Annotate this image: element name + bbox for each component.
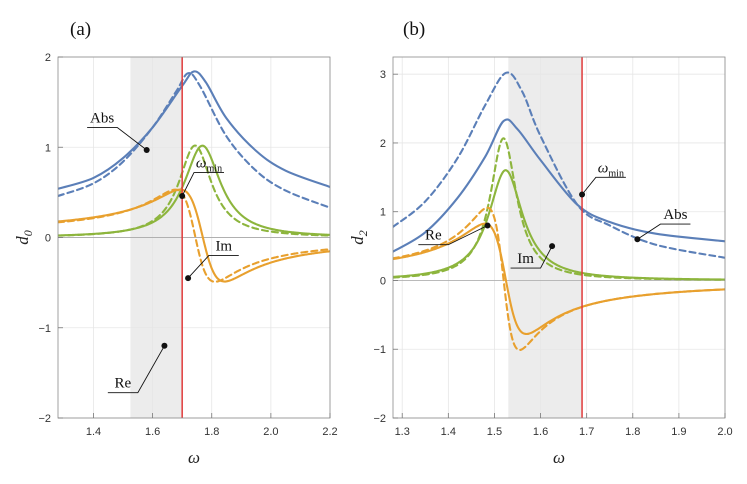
annotation-re: Re xyxy=(418,222,491,246)
series-im-dashed xyxy=(58,144,330,237)
y-tick-label: 0 xyxy=(380,275,386,287)
annotation-abs: Abs xyxy=(87,110,150,153)
panel-b: 1.3 1.4 1.5 1.6 1.7 1.8 1.9 2.0 −2 −1 0 1 2 3 ω d2 (b) ωm… xyxy=(348,19,733,467)
y-tick-label: 1 xyxy=(380,207,386,219)
leader-line xyxy=(637,223,691,240)
panel-label: (b) xyxy=(403,19,425,40)
x-axis-label: ω xyxy=(553,448,565,467)
annotation-im: Im xyxy=(510,243,556,269)
panel-label: (a) xyxy=(70,19,91,40)
annotation-abs: Abs xyxy=(634,207,691,243)
leader-line xyxy=(87,126,147,151)
y-axis-label: d0 xyxy=(13,230,35,245)
leader-line xyxy=(418,225,488,246)
x-tick-label: 2.0 xyxy=(717,426,732,438)
x-tick-label: 1.3 xyxy=(395,426,410,438)
annotation-label: Im xyxy=(215,239,232,255)
x-tick-label: 1.9 xyxy=(671,426,686,438)
annotation-re: Re xyxy=(107,342,168,394)
x-tick-label: 1.4 xyxy=(441,426,456,438)
leader-line xyxy=(107,345,165,394)
annotation-label: ωmin xyxy=(598,160,624,179)
y-tick-label: 2 xyxy=(380,138,386,150)
annotation-label: Abs xyxy=(90,110,114,126)
x-tick-label: 1.7 xyxy=(579,426,594,438)
annotation-label: Re xyxy=(425,228,442,244)
x-tick-label: 1.8 xyxy=(204,426,219,438)
series-im-dashed xyxy=(393,137,725,281)
x-tick-label: 2.0 xyxy=(263,426,278,438)
x-tick-label: 1.5 xyxy=(487,426,502,438)
y-tick-label: −2 xyxy=(373,413,386,425)
series-abs-dashed xyxy=(58,72,330,209)
plot-frame xyxy=(392,56,726,419)
annotation-dot xyxy=(484,222,491,229)
y-tick-label: 0 xyxy=(45,233,51,245)
series-re-dashed xyxy=(58,188,330,283)
y-tick-label: −1 xyxy=(38,323,51,335)
annotation-label: Abs xyxy=(663,207,687,223)
x-tick-label: 1.8 xyxy=(625,426,640,438)
annotation-dot xyxy=(634,236,641,243)
series-abs-solid xyxy=(393,118,725,253)
y-tick-label: 1 xyxy=(45,142,51,154)
annotation-im: Im xyxy=(185,239,239,282)
y-tick-label: 2 xyxy=(45,52,51,64)
annotation-dot xyxy=(549,243,556,250)
y-axis-label: d2 xyxy=(348,230,370,245)
leader-line xyxy=(187,255,239,279)
annotation-dot xyxy=(161,342,168,349)
annotation-dot xyxy=(143,146,150,153)
x-tick-label: 1.4 xyxy=(86,426,101,438)
leader-line xyxy=(581,176,626,195)
x-tick-label: 1.6 xyxy=(145,426,160,438)
series-abs-dashed xyxy=(393,71,725,259)
annotation-omega-min: ωmin xyxy=(579,160,626,198)
panel-a: 1.4 1.6 1.8 2.0 2.2 −2 −1 0 1 2 ω d0 (a) Abs ωmin Im Re xyxy=(13,19,338,467)
x-axis-label: ω xyxy=(188,448,200,467)
leader-line xyxy=(181,172,224,197)
y-tick-label: −2 xyxy=(38,413,51,425)
y-tick-label: 3 xyxy=(380,69,386,81)
x-tick-label: 1.6 xyxy=(533,426,548,438)
annotation-dot xyxy=(179,192,186,199)
annotation-label: ωmin xyxy=(196,156,222,175)
annotation-label: Im xyxy=(517,251,534,267)
series-abs-solid xyxy=(58,70,330,190)
annotation-dot xyxy=(185,275,192,282)
shaded-region xyxy=(508,57,583,418)
annotation-label: Re xyxy=(114,376,131,392)
annotation-dot xyxy=(579,191,586,198)
series-re-dashed xyxy=(393,206,725,352)
series-im-solid xyxy=(58,144,330,237)
x-tick-label: 2.2 xyxy=(322,426,337,438)
annotation-omega-min: ωmin xyxy=(179,156,224,199)
leader-line xyxy=(510,245,553,269)
y-tick-label: −1 xyxy=(373,344,386,356)
